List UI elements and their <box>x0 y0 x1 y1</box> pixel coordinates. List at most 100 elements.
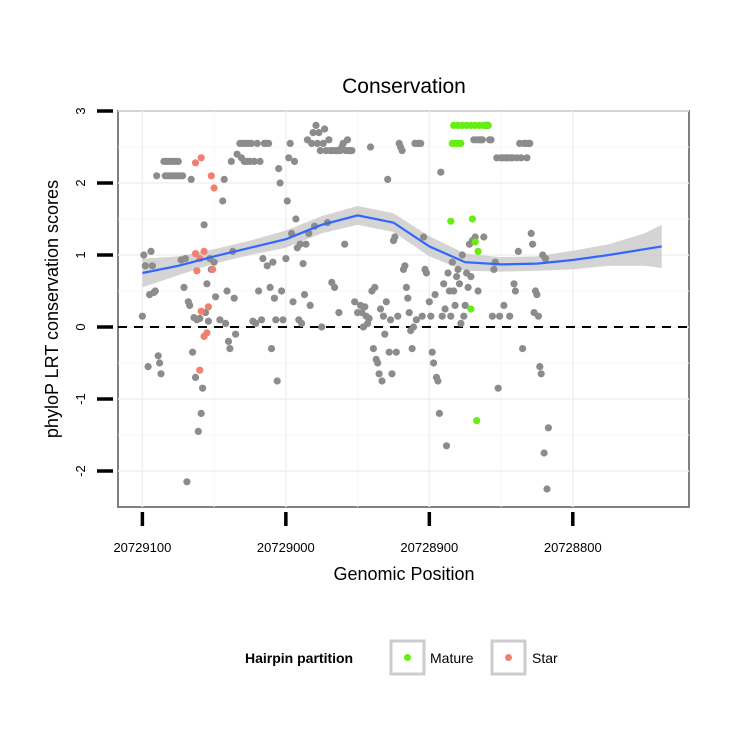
legend-title: Hairpin partition <box>245 650 353 666</box>
point-other <box>220 175 228 183</box>
point-other <box>199 384 207 392</box>
point-other <box>381 330 389 338</box>
legend-label-mature: Mature <box>430 650 474 666</box>
point-other <box>371 283 379 291</box>
point-other <box>427 312 435 320</box>
point-other <box>312 121 320 129</box>
legend-dot-mature <box>404 654 411 661</box>
point-other <box>290 157 299 165</box>
point-other <box>351 298 359 306</box>
point-other <box>256 157 264 165</box>
point-other <box>385 348 393 356</box>
point-other <box>318 323 326 331</box>
point-other <box>325 136 333 144</box>
point-other <box>275 165 283 173</box>
point-other <box>366 143 375 151</box>
point-other <box>203 280 211 288</box>
point-other <box>402 283 410 291</box>
point-other <box>437 168 445 176</box>
point-other <box>216 316 224 324</box>
point-other <box>442 442 451 450</box>
y-tick-label: -1 <box>73 393 88 405</box>
point-other <box>398 147 406 155</box>
point-other <box>418 312 426 320</box>
x-tick-label: 20729000 <box>257 540 315 555</box>
point-other <box>540 449 548 457</box>
point-other <box>529 240 537 248</box>
point-other <box>302 240 310 248</box>
point-other <box>148 262 156 270</box>
point-other <box>313 139 321 147</box>
point-other <box>448 258 456 266</box>
point-other <box>348 147 356 155</box>
point-other <box>250 157 258 165</box>
point-mature <box>473 417 481 425</box>
point-star <box>209 265 217 273</box>
point-other <box>378 377 386 385</box>
point-other <box>412 316 420 324</box>
point-other <box>519 345 527 353</box>
point-other <box>174 157 182 165</box>
point-other <box>154 352 162 360</box>
point-other <box>464 283 472 291</box>
point-other <box>331 283 339 291</box>
point-other <box>441 305 449 313</box>
point-other <box>404 294 412 302</box>
point-other <box>490 265 498 273</box>
point-other <box>376 305 385 313</box>
point-other <box>267 345 276 353</box>
point-other <box>269 258 277 266</box>
point-star <box>191 250 200 258</box>
point-other <box>183 478 191 486</box>
point-other <box>224 337 233 345</box>
point-other <box>153 172 161 180</box>
point-other <box>279 316 287 324</box>
legend-item-star: Star <box>490 639 558 676</box>
point-other <box>210 258 218 266</box>
point-other <box>392 348 400 356</box>
point-other <box>272 316 280 324</box>
point-other <box>543 485 551 493</box>
point-other <box>197 409 205 417</box>
point-other <box>533 291 541 299</box>
point-other <box>253 139 261 147</box>
point-mature <box>471 238 479 246</box>
point-other <box>247 139 255 147</box>
point-other <box>379 312 387 320</box>
point-other <box>458 251 466 259</box>
point-other <box>523 154 531 162</box>
point-other <box>387 316 395 324</box>
point-other <box>191 373 200 381</box>
legend-label-star: Star <box>532 650 558 666</box>
y-tick-label: 1 <box>73 251 88 258</box>
point-other <box>471 233 479 241</box>
point-other <box>405 309 413 317</box>
x-axis-title: Genomic Position <box>333 564 474 584</box>
point-star <box>210 184 218 192</box>
point-other <box>511 287 519 295</box>
point-other <box>435 409 443 417</box>
x-tick-label: 20728900 <box>400 540 458 555</box>
point-other <box>259 255 267 263</box>
point-other <box>286 139 294 147</box>
axes: 20729100 20729000 20728900 20728800 -2 -1 0 1 2 3 <box>73 107 602 555</box>
x-tick-label: 20729100 <box>113 540 171 555</box>
point-other <box>283 197 291 205</box>
point-other <box>544 424 553 432</box>
point-other <box>273 377 281 385</box>
point-other <box>147 247 155 255</box>
point-other <box>300 291 309 299</box>
point-star <box>200 332 208 340</box>
smooth-confidence-band <box>142 206 662 288</box>
point-other <box>189 348 197 356</box>
point-other <box>460 312 468 320</box>
point-other <box>408 345 416 353</box>
point-other <box>282 255 290 263</box>
point-mature <box>447 217 455 225</box>
point-other <box>365 314 373 322</box>
point-other <box>431 291 439 299</box>
point-other <box>440 280 448 288</box>
point-other <box>527 229 535 237</box>
point-other <box>306 301 314 309</box>
